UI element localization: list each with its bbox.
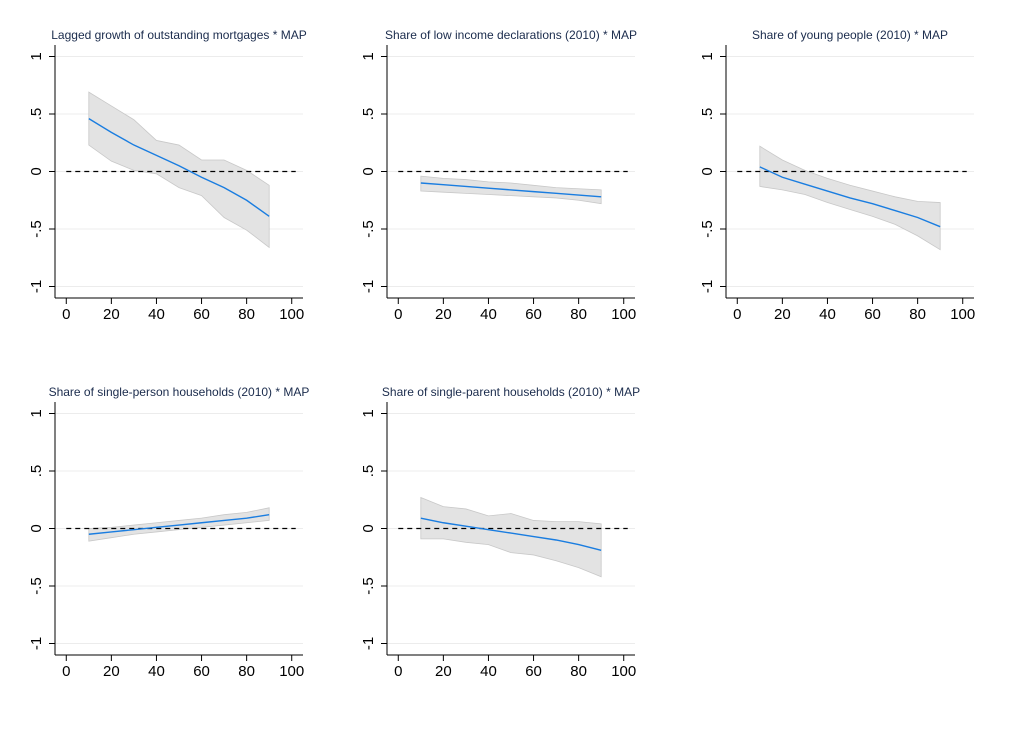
x-tick-label: 40	[819, 306, 836, 323]
y-tick-label: 1	[28, 52, 45, 60]
x-tick-label: 40	[148, 306, 165, 323]
y-tick-label: 1	[360, 409, 377, 417]
y-tick-label: -.5	[28, 220, 45, 238]
x-tick-label: 40	[148, 663, 165, 680]
x-tick-label: 80	[570, 663, 587, 680]
x-tick-label: 80	[909, 306, 926, 323]
y-tick-label: -1	[360, 280, 377, 293]
y-tick-label: 1	[360, 52, 377, 60]
estimate-line	[88, 514, 270, 535]
x-tick-label: 80	[238, 663, 255, 680]
y-tick-label: -.5	[360, 577, 377, 595]
y-tick-label: .5	[28, 108, 45, 121]
y-tick-label: -1	[28, 637, 45, 650]
x-tick-label: 60	[525, 663, 542, 680]
x-tick-label: 20	[435, 306, 452, 323]
y-tick-label: -.5	[28, 577, 45, 595]
x-tick-label: 100	[611, 306, 636, 323]
x-tick-label: 40	[480, 663, 497, 680]
x-tick-label: 20	[774, 306, 791, 323]
confidence-band	[420, 496, 602, 578]
x-tick-label: 0	[733, 306, 741, 323]
y-tick-label: -1	[699, 280, 716, 293]
x-tick-label: 60	[525, 306, 542, 323]
y-tick-label: 0	[28, 524, 45, 532]
y-tick-label: 0	[360, 524, 377, 532]
estimate-line	[88, 118, 270, 217]
y-tick-label: 1	[699, 52, 716, 60]
confidence-band	[88, 91, 270, 249]
x-tick-label: 100	[611, 663, 636, 680]
x-tick-label: 20	[103, 306, 120, 323]
y-tick-label: 0	[360, 167, 377, 175]
x-tick-label: 60	[193, 663, 210, 680]
y-tick-label: .5	[699, 108, 716, 121]
x-tick-label: 0	[62, 663, 70, 680]
x-tick-label: 60	[193, 306, 210, 323]
panel-title: Share of single-person households (2010)…	[49, 385, 310, 399]
x-tick-label: 60	[864, 306, 881, 323]
y-tick-label: -1	[28, 280, 45, 293]
x-tick-label: 20	[103, 663, 120, 680]
y-tick-label: 0	[699, 167, 716, 175]
x-tick-label: 40	[480, 306, 497, 323]
x-tick-label: 100	[279, 306, 304, 323]
estimate-line	[420, 182, 602, 198]
estimate-line	[759, 166, 941, 228]
panel-title: Lagged growth of outstanding mortgages *…	[51, 28, 307, 42]
x-tick-label: 20	[435, 663, 452, 680]
y-tick-label: .5	[360, 465, 377, 478]
x-tick-label: 100	[279, 663, 304, 680]
y-tick-label: 0	[28, 167, 45, 175]
y-tick-label: -.5	[699, 220, 716, 238]
x-tick-label: 80	[238, 306, 255, 323]
x-tick-label: 100	[950, 306, 975, 323]
y-tick-label: .5	[360, 108, 377, 121]
y-tick-label: -1	[360, 637, 377, 650]
y-tick-label: 1	[28, 409, 45, 417]
x-tick-label: 0	[62, 306, 70, 323]
x-tick-label: 0	[394, 663, 402, 680]
y-tick-label: -.5	[360, 220, 377, 238]
estimate-line	[420, 517, 602, 552]
y-tick-label: .5	[28, 465, 45, 478]
panel-title: Share of single-parent households (2010)…	[382, 385, 640, 399]
panel-title: Share of low income declarations (2010) …	[385, 28, 637, 42]
x-tick-label: 0	[394, 306, 402, 323]
x-tick-label: 80	[570, 306, 587, 323]
panel-title: Share of young people (2010) * MAP	[752, 28, 948, 42]
